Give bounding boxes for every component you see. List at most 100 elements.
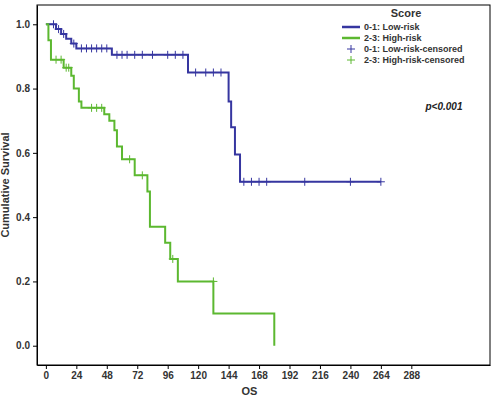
x-tick-mark (381, 365, 382, 369)
censored-marker (255, 178, 263, 186)
x-tick-mark (107, 365, 108, 369)
x-tick-mark (350, 365, 351, 369)
censored-marker (103, 44, 111, 52)
x-tick-label: 120 (190, 370, 207, 381)
legend-label: 0-1: Low-risk (364, 22, 421, 32)
censored-marker (263, 178, 271, 186)
censored-marker (55, 25, 63, 33)
x-tick: 240 (343, 365, 360, 381)
x-tick-mark (229, 365, 230, 369)
annotation: p<0.001 (425, 101, 463, 112)
legend-label: 2-3: High-risk-censored (364, 55, 465, 65)
x-tick-mark (198, 365, 199, 369)
censored-marker (123, 51, 131, 59)
censored-marker (377, 178, 385, 186)
x-tick: 96 (163, 365, 175, 381)
y-tick-label: 0.2 (16, 276, 30, 287)
legend-swatch (347, 45, 355, 53)
censored-marker (169, 255, 177, 263)
y-axis-line (37, 6, 38, 366)
x-tick-mark (259, 365, 260, 369)
x-tick-label: 192 (282, 370, 299, 381)
survival-line (46, 24, 274, 345)
y-tick-label: 0.6 (16, 148, 30, 159)
censored-marker (209, 69, 217, 77)
x-tick: 288 (403, 365, 420, 381)
censored-marker (301, 178, 309, 186)
x-tick: 216 (312, 365, 329, 381)
x-tick-label: 0 (44, 370, 50, 381)
censored-marker (346, 178, 354, 186)
x-tick-label: 288 (403, 370, 420, 381)
x-tick-label: 48 (102, 370, 114, 381)
censored-marker (57, 56, 65, 64)
x-tick: 168 (251, 365, 268, 381)
censored-marker (98, 104, 106, 112)
x-tick-mark (137, 365, 138, 369)
legend-label: 0-1: Low-risk-censored (364, 44, 463, 54)
censored-marker (179, 51, 187, 59)
y-tick: 0.4 (16, 212, 37, 223)
censored-marker (126, 155, 134, 163)
censored-marker (192, 69, 200, 77)
censored-marker (65, 64, 73, 72)
censored-marker (209, 277, 217, 285)
x-axis: 0 24 48 72 96 120 144 168 192 216 240 264 288 (38, 365, 491, 381)
x-tick-label: 216 (312, 370, 329, 381)
x-tick-mark (290, 365, 291, 369)
y-tick-mark (33, 89, 37, 90)
y-tick-mark (33, 153, 37, 154)
censored-marker (131, 51, 139, 59)
x-tick: 192 (282, 365, 299, 381)
y-tick-label: 0.4 (16, 212, 30, 223)
plot-frame (37, 5, 490, 365)
y-tick-mark (33, 24, 37, 25)
y-tick-mark (33, 281, 37, 282)
x-tick: 72 (132, 365, 144, 381)
survival-line (46, 24, 381, 182)
censored-marker (138, 51, 146, 59)
legend-swatch (342, 37, 360, 40)
background (0, 0, 500, 399)
x-axis-title: OS (242, 385, 258, 397)
censored-marker (138, 171, 146, 179)
censored-marker (171, 51, 179, 59)
x-tick-mark (76, 365, 77, 369)
plot-area (46, 20, 385, 345)
y-tick: 0.8 (16, 83, 37, 94)
x-tick-label: 96 (163, 370, 175, 381)
censored-marker (164, 51, 172, 59)
y-tick: 0.6 (16, 148, 37, 159)
y-tick-mark (33, 346, 37, 347)
x-tick-label: 24 (71, 370, 83, 381)
y-tick: 1.0 (16, 19, 37, 30)
x-tick: 24 (71, 365, 83, 381)
censored-marker (148, 51, 156, 59)
x-tick: 144 (221, 365, 238, 381)
x-tick-label: 72 (132, 370, 144, 381)
x-tick-label: 144 (221, 370, 238, 381)
y-tick-label: 0.8 (16, 83, 30, 94)
y-tick-label: 1.0 (16, 19, 30, 30)
legend-label: 2-3: High-risk (364, 33, 423, 43)
censored-marker (217, 69, 225, 77)
x-tick: 120 (190, 365, 207, 381)
x-tick: 0 (44, 365, 50, 381)
x-tick-label: 168 (251, 370, 268, 381)
y-axis-title: Cumulative Survival (0, 132, 11, 237)
y-tick-mark (33, 217, 37, 218)
censored-marker (49, 20, 57, 28)
y-tick: 0.2 (16, 276, 37, 287)
censored-marker (70, 40, 78, 48)
legend-swatch (347, 56, 355, 64)
legend-swatch (342, 26, 360, 29)
x-tick-mark (411, 365, 412, 369)
y-tick-label: 0.0 (16, 340, 30, 351)
x-tick-mark (168, 365, 169, 369)
x-tick-label: 240 (343, 370, 360, 381)
x-tick-label: 264 (373, 370, 390, 381)
censored-marker (247, 178, 255, 186)
y-tick: 0.0 (16, 340, 37, 351)
x-tick: 264 (373, 365, 390, 381)
x-tick: 48 (102, 365, 114, 381)
